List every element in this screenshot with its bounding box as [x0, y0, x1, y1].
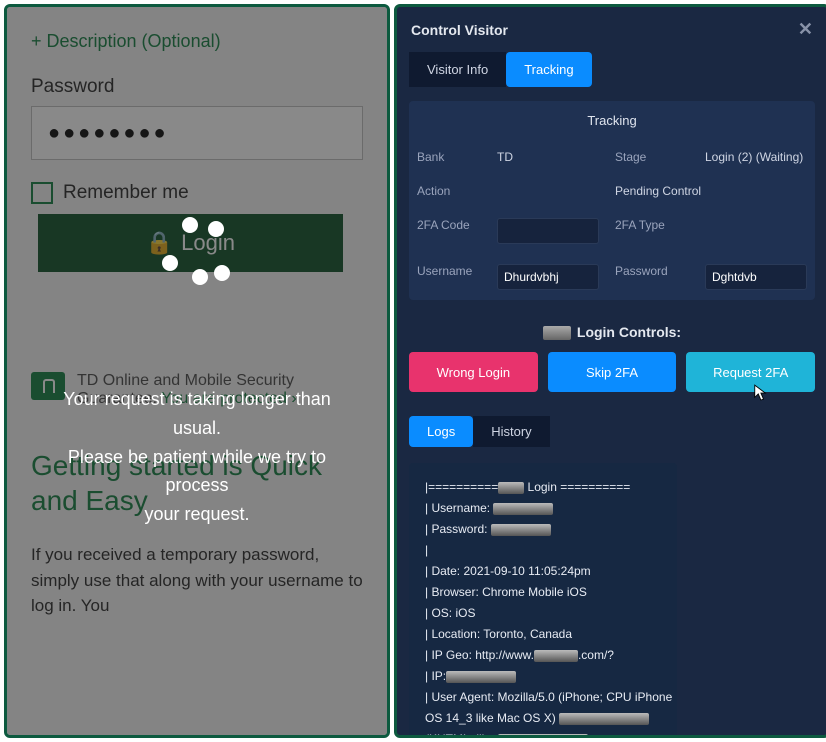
secondary-tabs: Logs History — [409, 416, 815, 447]
request-2fa-button[interactable]: Request 2FA — [686, 352, 815, 392]
bank-value: TD — [489, 140, 607, 174]
log-line: | IP Geo: http://www..com/? — [425, 645, 661, 666]
app-root: + Description (Optional) Password Rememb… — [4, 4, 826, 738]
login-controls: Login Controls: Wrong Login Skip 2FA Req… — [409, 324, 815, 392]
password-label-r: Password — [607, 254, 697, 300]
stage-value: Login (2) (Waiting) — [697, 140, 815, 174]
tracking-grid: Bank TD Stage Login (2) (Waiting) Action… — [409, 140, 815, 300]
username-input[interactable] — [497, 264, 599, 290]
twofa-type-value — [697, 208, 815, 254]
log-line: | Browser: Chrome Mobile iOS — [425, 582, 661, 603]
log-line: | Date: 2021-09-10 11:05:24pm — [425, 561, 661, 582]
log-line: OS 14_3 like Mac OS X) — [425, 708, 661, 729]
modal-backdrop — [7, 7, 387, 735]
control-panel-pane: Control Visitor ✕ Visitor Info Tracking … — [394, 4, 826, 738]
login-controls-title: Login Controls: — [409, 324, 815, 340]
close-icon[interactable]: ✕ — [798, 19, 813, 40]
tracking-section: Tracking Bank TD Stage Login (2) (Waitin… — [409, 101, 815, 300]
log-line: | User Agent: Mozilla/5.0 (iPhone; CPU i… — [425, 687, 661, 708]
panel-title: Control Visitor — [411, 22, 508, 38]
twofa-code-input[interactable] — [497, 218, 599, 244]
twofa-type-label: 2FA Type — [607, 208, 697, 254]
control-panel: Control Visitor ✕ Visitor Info Tracking … — [397, 7, 826, 735]
log-line: | Location: Toronto, Canada — [425, 624, 661, 645]
action-label: Action — [409, 174, 489, 208]
panel-header: Control Visitor ✕ — [409, 17, 815, 52]
tab-logs[interactable]: Logs — [409, 416, 473, 447]
tab-visitor-info[interactable]: Visitor Info — [409, 52, 506, 87]
redacted-icon — [543, 326, 571, 340]
log-line: | OS: iOS — [425, 603, 661, 624]
bank-label: Bank — [409, 140, 489, 174]
log-line: | — [425, 540, 661, 561]
tab-tracking[interactable]: Tracking — [506, 52, 591, 87]
stage-label: Stage — [607, 140, 697, 174]
username-label: Username — [409, 254, 489, 300]
tracking-section-title: Tracking — [409, 101, 815, 140]
wrong-login-button[interactable]: Wrong Login — [409, 352, 538, 392]
skip-2fa-button[interactable]: Skip 2FA — [548, 352, 677, 392]
action-value: Pending Control — [607, 174, 815, 208]
tab-history[interactable]: History — [473, 416, 549, 447]
primary-tabs: Visitor Info Tracking — [409, 52, 815, 87]
victim-login-pane: + Description (Optional) Password Rememb… — [4, 4, 390, 738]
password-input-r[interactable] — [705, 264, 807, 290]
log-line: |========== Login ========== — [425, 477, 661, 498]
log-output: |========== Login ========== | Username:… — [409, 463, 677, 738]
log-line: | Password: — [425, 519, 661, 540]
log-line: | Username: — [425, 498, 661, 519]
login-controls-buttons: Wrong Login Skip 2FA Request 2FA — [409, 352, 815, 392]
log-line: | IP: — [425, 666, 661, 687]
twofa-code-label: 2FA Code — [409, 208, 489, 254]
cursor-icon — [753, 384, 767, 402]
